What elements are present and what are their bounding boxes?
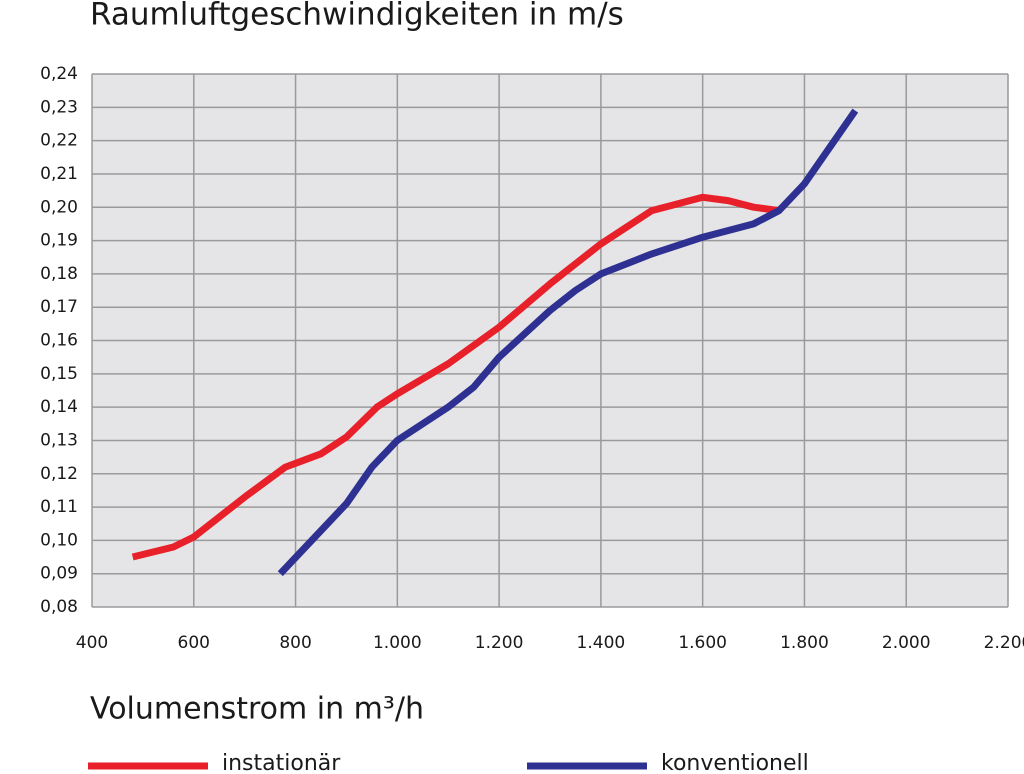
y-tick-label: 0,09 [40,564,78,584]
x-tick-label: 600 [178,633,210,653]
y-tick-label: 0,17 [40,297,78,317]
x-tick-label: 2.000 [882,633,931,653]
data-line [131,193,780,561]
y-tick-label: 0,15 [40,364,78,384]
x-tick-label: 1.800 [780,633,829,653]
x-tick-label: 800 [279,633,311,653]
y-tick-label: 0,22 [40,131,78,151]
x-tick-label: 1.400 [577,633,626,653]
y-tick-label: 0,16 [40,331,78,351]
y-tick-label: 0,23 [40,97,78,117]
x-tick-label: 400 [76,633,108,653]
x-tick-label: 1.200 [475,633,524,653]
y-tick-label: 0,08 [40,597,78,617]
y-tick-label: 0,21 [40,164,78,184]
chart-title: Raumluftgeschwindigkeiten in m/s [90,0,624,33]
data-line [277,108,859,577]
legend-label: konventionell [661,751,809,774]
y-tick-label: 0,14 [40,397,78,417]
y-tick-label: 0,12 [40,464,78,484]
y-tick-label: 0,20 [40,197,78,217]
legend-label: instationär [222,751,341,774]
y-tick-label: 0,11 [40,497,78,517]
x-tick-label: 2.200 [984,633,1024,653]
x-tick-label: 1.600 [678,633,727,653]
x-axis-label: Volumenstrom in m³/h [90,692,424,727]
y-tick-label: 0,13 [40,430,78,450]
y-tick-label: 0,10 [40,530,78,550]
y-tick-label: 0,24 [40,64,78,84]
x-tick-label: 1.000 [373,633,422,653]
y-tick-label: 0,19 [40,231,78,251]
y-tick-label: 0,18 [40,264,78,284]
